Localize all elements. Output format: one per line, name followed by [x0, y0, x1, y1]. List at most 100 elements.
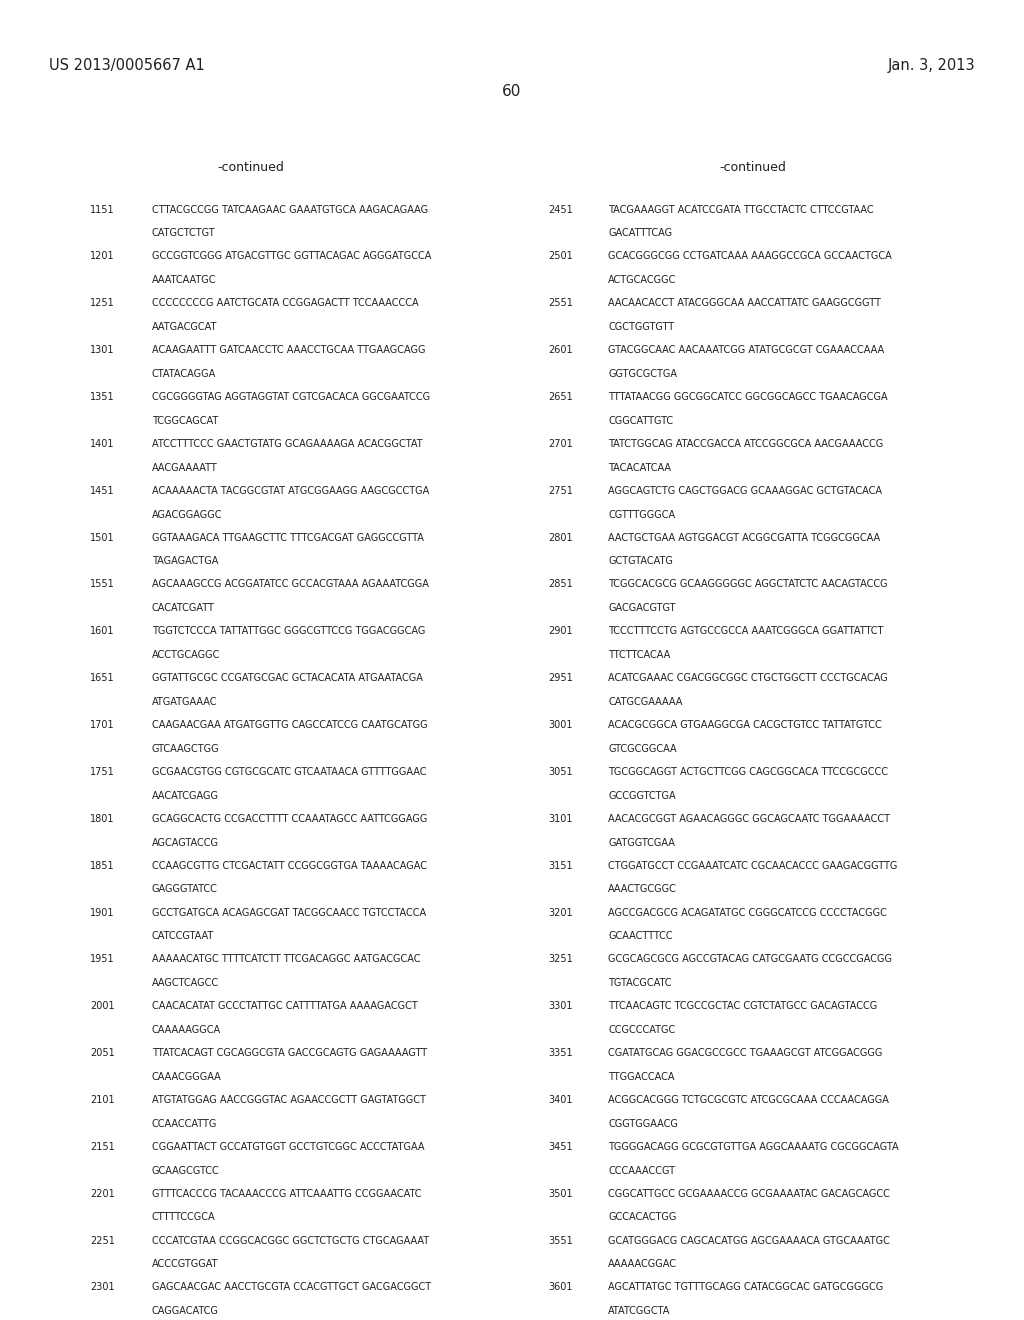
Text: Jan. 3, 2013: Jan. 3, 2013 [887, 58, 975, 73]
Text: CGCGGGGTAG AGGTAGGTAT CGTCGACACA GGCGAATCCG: CGCGGGGTAG AGGTAGGTAT CGTCGACACA GGCGAAT… [152, 392, 430, 403]
Text: TGGTCTCCCA TATTATTGGC GGGCGTTCCG TGGACGGCAG: TGGTCTCCCA TATTATTGGC GGGCGTTCCG TGGACGG… [152, 626, 425, 636]
Text: 2851: 2851 [548, 579, 572, 590]
Text: GTACGGCAAC AACAAATCGG ATATGCGCGT CGAAACCAAA: GTACGGCAAC AACAAATCGG ATATGCGCGT CGAAACC… [608, 346, 885, 355]
Text: 2701: 2701 [548, 438, 572, 449]
Text: ATGATGAAAC: ATGATGAAAC [152, 697, 217, 708]
Text: TTATCACAGT CGCAGGCGTA GACCGCAGTG GAGAAAAGTT: TTATCACAGT CGCAGGCGTA GACCGCAGTG GAGAAAA… [152, 1048, 427, 1059]
Text: -continued: -continued [719, 161, 786, 174]
Text: 1501: 1501 [90, 532, 115, 543]
Text: 2251: 2251 [90, 1236, 115, 1246]
Text: AGGCAGTCTG CAGCTGGACG GCAAAGGAC GCTGTACACA: AGGCAGTCTG CAGCTGGACG GCAAAGGAC GCTGTACA… [608, 486, 883, 496]
Text: GGTATTGCGC CCGATGCGAC GCTACACATA ATGAATACGA: GGTATTGCGC CCGATGCGAC GCTACACATA ATGAATA… [152, 673, 423, 684]
Text: AGCAGTACCG: AGCAGTACCG [152, 838, 218, 847]
Text: ATATCGGCTA: ATATCGGCTA [608, 1305, 671, 1316]
Text: GCAGGCACTG CCGACCTTTT CCAAATAGCC AATTCGGAGG: GCAGGCACTG CCGACCTTTT CCAAATAGCC AATTCGG… [152, 813, 427, 824]
Text: CTTACGCCGG TATCAAGAAC GAAATGTGCA AAGACAGAAG: CTTACGCCGG TATCAAGAAC GAAATGTGCA AAGACAG… [152, 205, 428, 215]
Text: CATGCTCTGT: CATGCTCTGT [152, 228, 215, 239]
Text: GGTAAAGACA TTGAAGCTTC TTTCGACGAT GAGGCCGTTA: GGTAAAGACA TTGAAGCTTC TTTCGACGAT GAGGCCG… [152, 532, 424, 543]
Text: 1651: 1651 [90, 673, 115, 684]
Text: CCAACCATTG: CCAACCATTG [152, 1119, 217, 1129]
Text: CCCAAACCGT: CCCAAACCGT [608, 1166, 675, 1176]
Text: AACATCGAGG: AACATCGAGG [152, 791, 218, 801]
Text: 3101: 3101 [548, 813, 572, 824]
Text: CGGCATTGCC GCGAAAACCG GCGAAAATAC GACAGCAGCC: CGGCATTGCC GCGAAAACCG GCGAAAATAC GACAGCA… [608, 1188, 890, 1199]
Text: 2101: 2101 [90, 1096, 115, 1105]
Text: 1901: 1901 [90, 908, 115, 917]
Text: 2651: 2651 [548, 392, 572, 403]
Text: ATCCTTTCCC GAACTGTATG GCAGAAAAGA ACACGGCTAT: ATCCTTTCCC GAACTGTATG GCAGAAAAGA ACACGGC… [152, 438, 422, 449]
Text: GCTGTACATG: GCTGTACATG [608, 557, 673, 566]
Text: 3251: 3251 [548, 954, 572, 965]
Text: AGCAAAGCCG ACGGATATCC GCCACGTAAA AGAAATCGGA: AGCAAAGCCG ACGGATATCC GCCACGTAAA AGAAATC… [152, 579, 428, 590]
Text: ACAAGAATTT GATCAACCTC AAACCTGCAA TTGAAGCAGG: ACAAGAATTT GATCAACCTC AAACCTGCAA TTGAAGC… [152, 346, 425, 355]
Text: 2801: 2801 [548, 532, 572, 543]
Text: 3401: 3401 [548, 1096, 572, 1105]
Text: AAATCAATGC: AAATCAATGC [152, 276, 216, 285]
Text: CCAAGCGTTG CTCGACTATT CCGGCGGTGA TAAAACAGAC: CCAAGCGTTG CTCGACTATT CCGGCGGTGA TAAAACA… [152, 861, 427, 871]
Text: CATGCGAAAAA: CATGCGAAAAA [608, 697, 683, 708]
Text: GAGGGTATCC: GAGGGTATCC [152, 884, 217, 895]
Text: GACATTTCAG: GACATTTCAG [608, 228, 673, 239]
Text: 1701: 1701 [90, 721, 115, 730]
Text: 3001: 3001 [548, 721, 572, 730]
Text: CGCTGGTGTT: CGCTGGTGTT [608, 322, 675, 333]
Text: AACGAAAATT: AACGAAAATT [152, 463, 217, 473]
Text: TTTATAACGG GGCGGCATCC GGCGGCAGCC TGAACAGCGA: TTTATAACGG GGCGGCATCC GGCGGCAGCC TGAACAG… [608, 392, 888, 403]
Text: GTTTCACCCG TACAAACCCG ATTCAAATTG CCGGAACATC: GTTTCACCCG TACAAACCCG ATTCAAATTG CCGGAAC… [152, 1188, 421, 1199]
Text: 2051: 2051 [90, 1048, 115, 1059]
Text: CCCCCCCCG AATCTGCATA CCGGAGACTT TCCAAACCCA: CCCCCCCCG AATCTGCATA CCGGAGACTT TCCAAACC… [152, 298, 418, 309]
Text: TTGGACCACA: TTGGACCACA [608, 1072, 675, 1082]
Text: GCAAGCGTCC: GCAAGCGTCC [152, 1166, 219, 1176]
Text: 3501: 3501 [548, 1188, 572, 1199]
Text: 1601: 1601 [90, 626, 115, 636]
Text: ACGGCACGGG TCTGCGCGTC ATCGCGCAAA CCCAACAGGA: ACGGCACGGG TCTGCGCGTC ATCGCGCAAA CCCAACA… [608, 1096, 889, 1105]
Text: CAGGACATCG: CAGGACATCG [152, 1305, 218, 1316]
Text: CATCCGTAAT: CATCCGTAAT [152, 932, 214, 941]
Text: 2201: 2201 [90, 1188, 115, 1199]
Text: CTGGATGCCT CCGAAATCATC CGCAACACCC GAAGACGGTTG: CTGGATGCCT CCGAAATCATC CGCAACACCC GAAGAC… [608, 861, 898, 871]
Text: AAAAACGGAC: AAAAACGGAC [608, 1259, 677, 1270]
Text: 2001: 2001 [90, 1001, 115, 1011]
Text: CGGAATTACT GCCATGTGGT GCCTGTCGGC ACCCTATGAA: CGGAATTACT GCCATGTGGT GCCTGTCGGC ACCCTAT… [152, 1142, 424, 1152]
Text: AACACGCGGT AGAACAGGGC GGCAGCAATC TGGAAAACCT: AACACGCGGT AGAACAGGGC GGCAGCAATC TGGAAAA… [608, 813, 890, 824]
Text: AACAACACCT ATACGGGCAA AACCATTATC GAAGGCGGTT: AACAACACCT ATACGGGCAA AACCATTATC GAAGGCG… [608, 298, 881, 309]
Text: ACAAAAACTA TACGGCGTAT ATGCGGAAGG AAGCGCCTGA: ACAAAAACTA TACGGCGTAT ATGCGGAAGG AAGCGCC… [152, 486, 429, 496]
Text: CGGCATTGTC: CGGCATTGTC [608, 416, 674, 426]
Text: ACCCGTGGAT: ACCCGTGGAT [152, 1259, 218, 1270]
Text: CCGCCCATGC: CCGCCCATGC [608, 1024, 676, 1035]
Text: GCAACTTTCC: GCAACTTTCC [608, 932, 673, 941]
Text: 2301: 2301 [90, 1282, 115, 1292]
Text: 3201: 3201 [548, 908, 572, 917]
Text: AAACTGCGGC: AAACTGCGGC [608, 884, 677, 895]
Text: TCCCTTTCCTG AGTGCCGCCA AAATCGGGCA GGATTATTCT: TCCCTTTCCTG AGTGCCGCCA AAATCGGGCA GGATTA… [608, 626, 884, 636]
Text: ACCTGCAGGC: ACCTGCAGGC [152, 649, 220, 660]
Text: AAAAACATGC TTTTCATCTT TTCGACAGGC AATGACGCAC: AAAAACATGC TTTTCATCTT TTCGACAGGC AATGACG… [152, 954, 420, 965]
Text: GCGCAGCGCG AGCCGTACAG CATGCGAATG CCGCCGACGG: GCGCAGCGCG AGCCGTACAG CATGCGAATG CCGCCGA… [608, 954, 892, 965]
Text: GATGGTCGAA: GATGGTCGAA [608, 838, 675, 847]
Text: 1301: 1301 [90, 346, 115, 355]
Text: 1251: 1251 [90, 298, 115, 309]
Text: CGTTTGGGCA: CGTTTGGGCA [608, 510, 676, 520]
Text: CGATATGCAG GGACGCCGCC TGAAAGCGT ATCGGACGGG: CGATATGCAG GGACGCCGCC TGAAAGCGT ATCGGACG… [608, 1048, 883, 1059]
Text: GACGACGTGT: GACGACGTGT [608, 603, 676, 614]
Text: 1201: 1201 [90, 251, 115, 261]
Text: 2951: 2951 [548, 673, 572, 684]
Text: GCCGGTCGGG ATGACGTTGC GGTTACAGAC AGGGATGCCA: GCCGGTCGGG ATGACGTTGC GGTTACAGAC AGGGATG… [152, 251, 431, 261]
Text: 2501: 2501 [548, 251, 572, 261]
Text: US 2013/0005667 A1: US 2013/0005667 A1 [49, 58, 205, 73]
Text: 2601: 2601 [548, 346, 572, 355]
Text: 3301: 3301 [548, 1001, 572, 1011]
Text: GCCTGATGCA ACAGAGCGAT TACGGCAACC TGTCCTACCA: GCCTGATGCA ACAGAGCGAT TACGGCAACC TGTCCTA… [152, 908, 426, 917]
Text: TTCAACAGTC TCGCCGCTAC CGTCTATGCC GACAGTACCG: TTCAACAGTC TCGCCGCTAC CGTCTATGCC GACAGTA… [608, 1001, 878, 1011]
Text: 3351: 3351 [548, 1048, 572, 1059]
Text: ACATCGAAAC CGACGGCGGC CTGCTGGCTT CCCTGCACAG: ACATCGAAAC CGACGGCGGC CTGCTGGCTT CCCTGCA… [608, 673, 888, 684]
Text: CAAGAACGAA ATGATGGTTG CAGCCATCCG CAATGCATGG: CAAGAACGAA ATGATGGTTG CAGCCATCCG CAATGCA… [152, 721, 427, 730]
Text: 1401: 1401 [90, 438, 115, 449]
Text: 1851: 1851 [90, 861, 115, 871]
Text: 1151: 1151 [90, 205, 115, 215]
Text: GAGCAACGAC AACCTGCGTA CCACGTTGCT GACGACGGCT: GAGCAACGAC AACCTGCGTA CCACGTTGCT GACGACG… [152, 1282, 431, 1292]
Text: GCCACACTGG: GCCACACTGG [608, 1212, 677, 1222]
Text: AGCATTATGC TGTTTGCAGG CATACGGCAC GATGCGGGCG: AGCATTATGC TGTTTGCAGG CATACGGCAC GATGCGG… [608, 1282, 884, 1292]
Text: 3601: 3601 [548, 1282, 572, 1292]
Text: 1551: 1551 [90, 579, 115, 590]
